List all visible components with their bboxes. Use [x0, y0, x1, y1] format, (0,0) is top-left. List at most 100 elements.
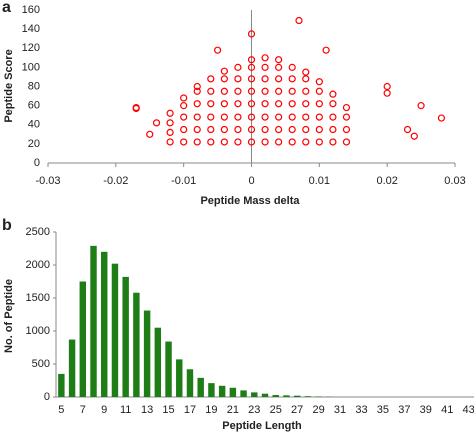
x-tick-label: 11 [120, 404, 131, 416]
x-tick-label: 5 [58, 404, 64, 416]
point [220, 138, 228, 146]
point [410, 132, 418, 140]
bar [272, 395, 279, 397]
y-tick-label: 60 [28, 100, 40, 112]
bar [101, 251, 108, 397]
point [234, 63, 242, 71]
point [288, 63, 296, 71]
x-tick-label: 23 [248, 404, 260, 416]
point [234, 138, 242, 146]
point [342, 113, 351, 121]
bar [111, 263, 119, 397]
point [288, 125, 296, 134]
x-tick-label: 15 [162, 404, 174, 416]
point [383, 89, 391, 97]
y-tick-label: 2500 [26, 226, 50, 238]
point [166, 128, 174, 136]
point [207, 100, 215, 108]
bar [251, 392, 258, 397]
y-tick-label: 0 [34, 157, 40, 169]
bar [133, 292, 140, 397]
point [213, 46, 222, 54]
point [207, 87, 215, 95]
point [234, 75, 242, 83]
point [315, 125, 323, 134]
bar [68, 339, 76, 397]
point [146, 130, 154, 138]
point [329, 125, 337, 134]
x-tick-label: 0.02 [376, 175, 397, 187]
y-tick-label: 40 [28, 119, 40, 131]
point [180, 102, 188, 110]
bar [176, 359, 183, 397]
x-tick-label: 35 [377, 404, 389, 416]
point [207, 138, 215, 146]
point [180, 125, 188, 134]
point [180, 113, 188, 121]
point [220, 87, 228, 95]
bar [58, 373, 65, 397]
y-tick-label: 20 [28, 138, 40, 150]
bar [240, 390, 247, 397]
bar [218, 385, 226, 397]
x-tick-label: -0.02 [103, 175, 128, 187]
x-tick-label: 29 [312, 404, 324, 416]
point [247, 87, 256, 95]
point [220, 75, 228, 83]
x-tick-label: 0 [248, 175, 254, 187]
point [220, 100, 228, 108]
point [302, 125, 310, 134]
y-tick-label: 160 [22, 4, 40, 16]
x-tick-label: 0.03 [444, 175, 465, 187]
point [329, 113, 337, 121]
point [315, 78, 323, 86]
point [315, 87, 323, 95]
point [261, 138, 269, 146]
x-tick-label: 27 [291, 404, 303, 416]
point [275, 63, 283, 71]
bar [186, 369, 194, 397]
y-tick-label: 0 [44, 391, 50, 403]
point [275, 100, 283, 108]
point [329, 90, 337, 98]
point [234, 87, 242, 95]
x-axis-title: Peptide Mass delta [200, 195, 300, 207]
point [329, 100, 337, 108]
point [288, 75, 296, 83]
point [302, 113, 310, 121]
y-axis-title: No. of Peptide [3, 279, 15, 353]
x-tick-label: 39 [420, 404, 432, 416]
bar [165, 341, 172, 397]
y-tick-label: 120 [22, 42, 40, 54]
point [342, 103, 351, 112]
x-tick-label: 33 [355, 404, 367, 416]
bar [283, 395, 290, 397]
point [302, 138, 310, 146]
point [295, 16, 303, 25]
x-tick-label: 21 [227, 404, 239, 416]
point [315, 100, 323, 108]
point [288, 138, 296, 146]
point [180, 138, 188, 146]
point [193, 82, 201, 91]
point [275, 87, 283, 95]
point [288, 100, 296, 108]
point [220, 67, 228, 75]
point [166, 138, 174, 146]
point [247, 125, 256, 134]
y-tick-label: 140 [22, 23, 40, 35]
point [193, 125, 201, 134]
panel-label: b [2, 217, 12, 234]
point [247, 138, 256, 146]
point [247, 113, 256, 121]
point [302, 68, 310, 76]
bar [293, 395, 301, 397]
x-tick-label: 17 [184, 404, 196, 416]
bar [154, 327, 162, 397]
bar [79, 281, 87, 397]
point [275, 113, 283, 121]
point [247, 75, 256, 83]
bar [304, 396, 312, 397]
